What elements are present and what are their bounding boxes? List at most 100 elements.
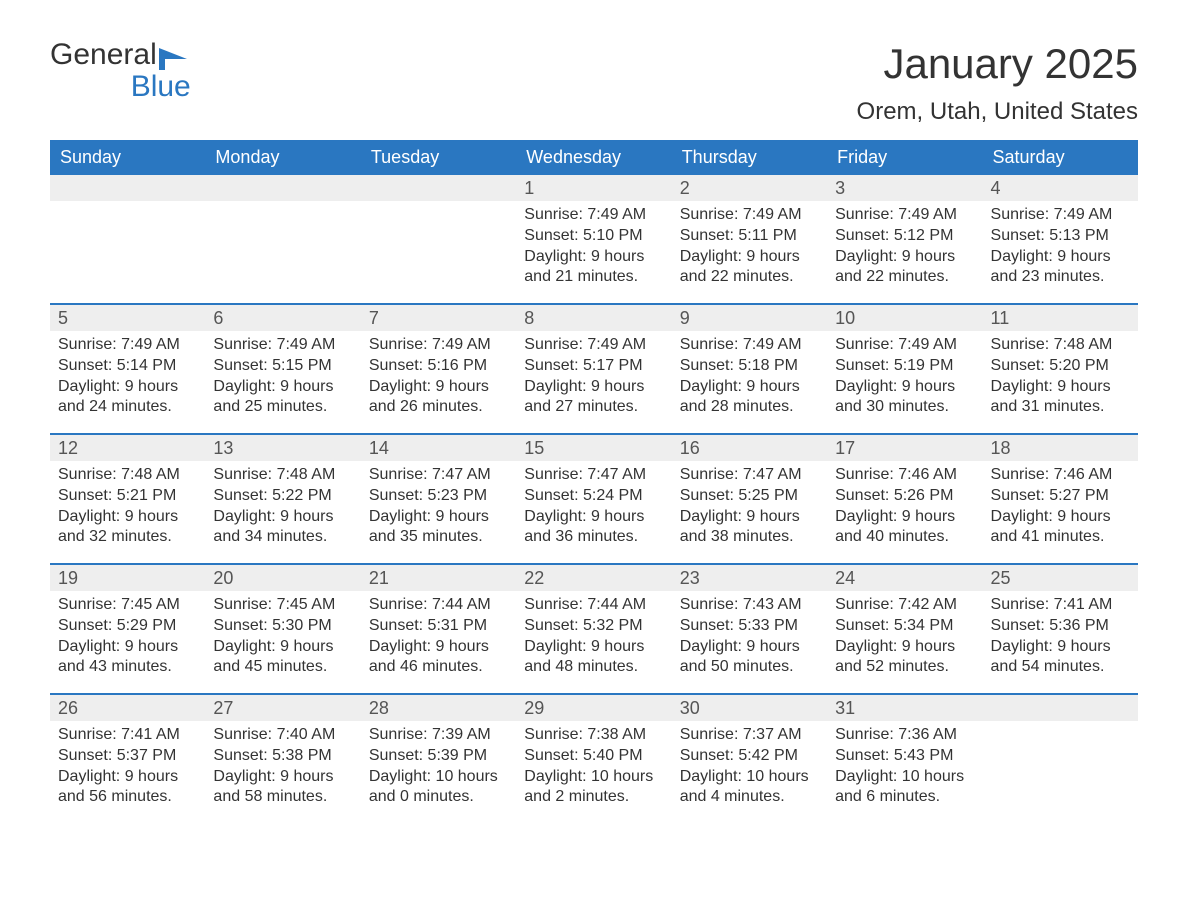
day-sunset: Sunset: 5:20 PM [991,356,1130,377]
day-content [205,201,360,215]
day-cell: 9Sunrise: 7:49 AMSunset: 5:18 PMDaylight… [672,305,827,433]
day-sunset: Sunset: 5:39 PM [369,746,508,767]
day-daylight2: and 2 minutes. [524,787,663,808]
day-sunset: Sunset: 5:40 PM [524,746,663,767]
day-daylight2: and 22 minutes. [680,267,819,288]
day-daylight1: Daylight: 10 hours [835,767,974,788]
day-sunrise: Sunrise: 7:49 AM [835,205,974,226]
day-number: 5 [50,305,205,331]
day-number: 1 [516,175,671,201]
page-header: General Blue January 2025 Orem, Utah, Un… [50,40,1138,126]
day-cell: 20Sunrise: 7:45 AMSunset: 5:30 PMDayligh… [205,565,360,693]
day-sunset: Sunset: 5:14 PM [58,356,197,377]
day-daylight2: and 0 minutes. [369,787,508,808]
day-cell: 25Sunrise: 7:41 AMSunset: 5:36 PMDayligh… [983,565,1138,693]
day-content [50,201,205,215]
day-sunrise: Sunrise: 7:36 AM [835,725,974,746]
weekday-header-saturday: Saturday [983,140,1138,175]
day-daylight2: and 27 minutes. [524,397,663,418]
day-daylight1: Daylight: 9 hours [680,637,819,658]
day-cell: 1Sunrise: 7:49 AMSunset: 5:10 PMDaylight… [516,175,671,303]
day-daylight1: Daylight: 9 hours [835,377,974,398]
logo-word-general: General [50,38,157,71]
day-daylight1: Daylight: 9 hours [680,247,819,268]
day-daylight1: Daylight: 9 hours [524,247,663,268]
day-daylight1: Daylight: 9 hours [58,637,197,658]
day-number: 30 [672,695,827,721]
day-number: 14 [361,435,516,461]
day-daylight2: and 28 minutes. [680,397,819,418]
day-cell: 7Sunrise: 7:49 AMSunset: 5:16 PMDaylight… [361,305,516,433]
day-cell: 14Sunrise: 7:47 AMSunset: 5:23 PMDayligh… [361,435,516,563]
day-sunset: Sunset: 5:13 PM [991,226,1130,247]
day-daylight2: and 43 minutes. [58,657,197,678]
day-sunrise: Sunrise: 7:41 AM [58,725,197,746]
logo: General Blue [50,40,193,102]
day-cell: 29Sunrise: 7:38 AMSunset: 5:40 PMDayligh… [516,695,671,823]
day-sunrise: Sunrise: 7:40 AM [213,725,352,746]
day-daylight1: Daylight: 9 hours [991,637,1130,658]
day-sunrise: Sunrise: 7:48 AM [991,335,1130,356]
day-cell: 23Sunrise: 7:43 AMSunset: 5:33 PMDayligh… [672,565,827,693]
day-content: Sunrise: 7:38 AMSunset: 5:40 PMDaylight:… [516,721,671,818]
day-sunrise: Sunrise: 7:49 AM [680,205,819,226]
day-cell: 12Sunrise: 7:48 AMSunset: 5:21 PMDayligh… [50,435,205,563]
day-cell: 24Sunrise: 7:42 AMSunset: 5:34 PMDayligh… [827,565,982,693]
day-daylight1: Daylight: 9 hours [213,767,352,788]
week-row: 26Sunrise: 7:41 AMSunset: 5:37 PMDayligh… [50,693,1138,823]
day-sunrise: Sunrise: 7:47 AM [680,465,819,486]
day-number: 12 [50,435,205,461]
week-row: 12Sunrise: 7:48 AMSunset: 5:21 PMDayligh… [50,433,1138,563]
day-sunrise: Sunrise: 7:49 AM [835,335,974,356]
day-number [983,695,1138,721]
day-cell: 27Sunrise: 7:40 AMSunset: 5:38 PMDayligh… [205,695,360,823]
day-cell: 18Sunrise: 7:46 AMSunset: 5:27 PMDayligh… [983,435,1138,563]
day-sunset: Sunset: 5:17 PM [524,356,663,377]
day-content: Sunrise: 7:49 AMSunset: 5:10 PMDaylight:… [516,201,671,298]
day-daylight1: Daylight: 10 hours [524,767,663,788]
day-daylight2: and 50 minutes. [680,657,819,678]
day-daylight2: and 26 minutes. [369,397,508,418]
day-daylight2: and 21 minutes. [524,267,663,288]
day-sunrise: Sunrise: 7:43 AM [680,595,819,616]
day-sunset: Sunset: 5:30 PM [213,616,352,637]
day-daylight1: Daylight: 9 hours [369,507,508,528]
day-sunset: Sunset: 5:11 PM [680,226,819,247]
day-daylight1: Daylight: 9 hours [835,507,974,528]
day-daylight1: Daylight: 9 hours [524,377,663,398]
day-sunrise: Sunrise: 7:41 AM [991,595,1130,616]
day-daylight1: Daylight: 9 hours [991,507,1130,528]
day-daylight1: Daylight: 9 hours [213,507,352,528]
day-cell: 16Sunrise: 7:47 AMSunset: 5:25 PMDayligh… [672,435,827,563]
day-daylight1: Daylight: 10 hours [369,767,508,788]
day-content: Sunrise: 7:49 AMSunset: 5:15 PMDaylight:… [205,331,360,428]
day-daylight2: and 58 minutes. [213,787,352,808]
day-daylight1: Daylight: 9 hours [991,247,1130,268]
week-row: 5 Sunrise: 7:49 AM Sunset: 5:14 PM Daylight… [50,303,1138,433]
day-content: Sunrise: 7:47 AMSunset: 5:24 PMDaylight:… [516,461,671,558]
day-content: Sunrise: 7:36 AMSunset: 5:43 PMDaylight:… [827,721,982,818]
calendar: Sunday Monday Tuesday Wednesday Thursday… [50,140,1138,823]
day-number: 27 [205,695,360,721]
day-daylight1: Daylight: 10 hours [680,767,819,788]
weekday-header-monday: Monday [205,140,360,175]
logo-text: General Blue [50,40,193,102]
day-daylight2: and 40 minutes. [835,527,974,548]
day-content: Sunrise: 7:49 AMSunset: 5:12 PMDaylight:… [827,201,982,298]
day-sunset: Sunset: 5:43 PM [835,746,974,767]
day-number [205,175,360,201]
day-cell [50,175,205,303]
day-daylight2: and 35 minutes. [369,527,508,548]
day-number: 21 [361,565,516,591]
day-sunset: Sunset: 5:24 PM [524,486,663,507]
day-number: 31 [827,695,982,721]
day-cell [361,175,516,303]
day-daylight2: and 4 minutes. [680,787,819,808]
day-number [361,175,516,201]
day-sunrise: Sunrise: 7:49 AM [213,335,352,356]
day-sunset: Sunset: 5:22 PM [213,486,352,507]
day-content: Sunrise: 7:44 AMSunset: 5:32 PMDaylight:… [516,591,671,688]
day-number: 15 [516,435,671,461]
day-sunset: Sunset: 5:10 PM [524,226,663,247]
day-cell: 28Sunrise: 7:39 AMSunset: 5:39 PMDayligh… [361,695,516,823]
